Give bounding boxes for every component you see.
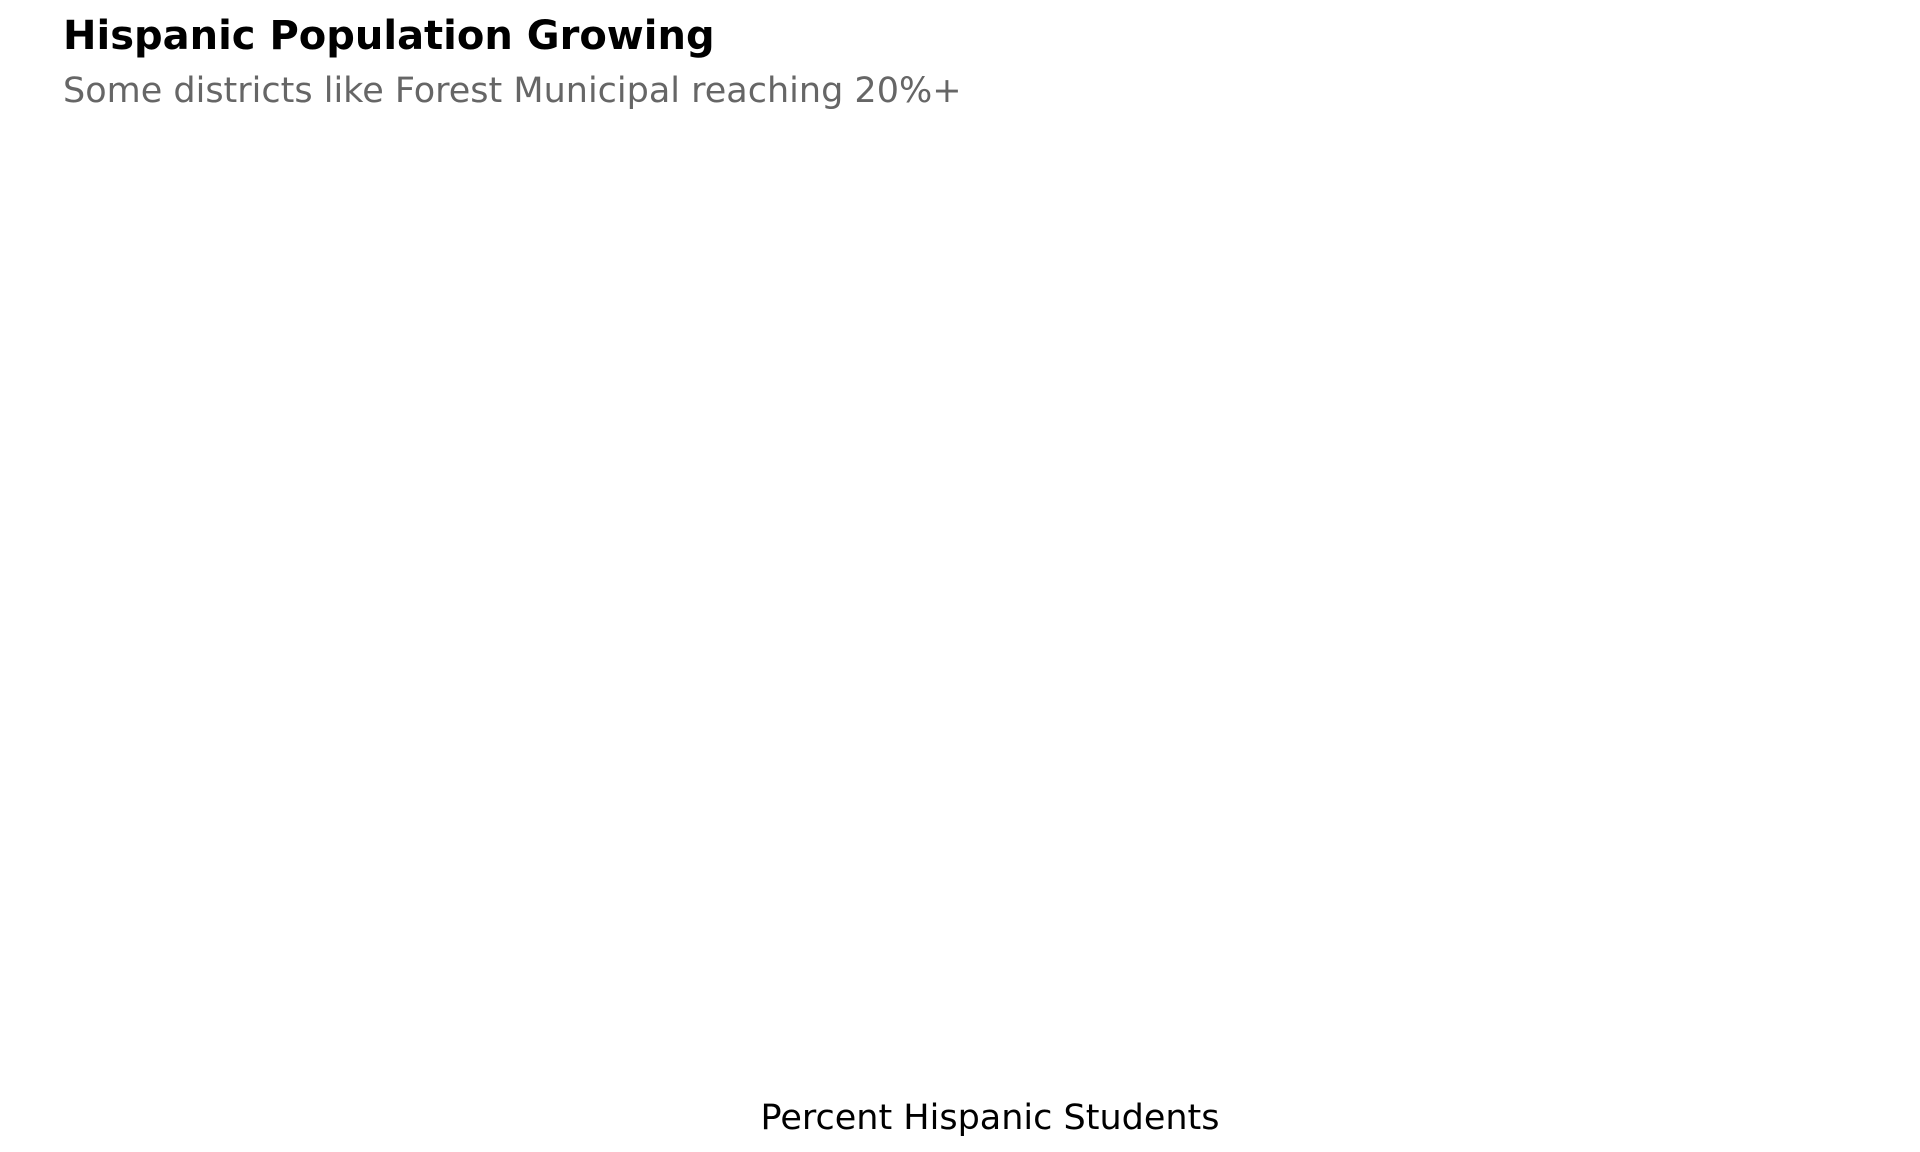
chart-subtitle: Some districts like Forest Municipal rea… <box>63 71 962 111</box>
x-axis-label: Percent Hispanic Students <box>760 1098 1220 1138</box>
plot-area <box>63 140 1920 1040</box>
chart-title: Hispanic Population Growing <box>63 13 715 59</box>
